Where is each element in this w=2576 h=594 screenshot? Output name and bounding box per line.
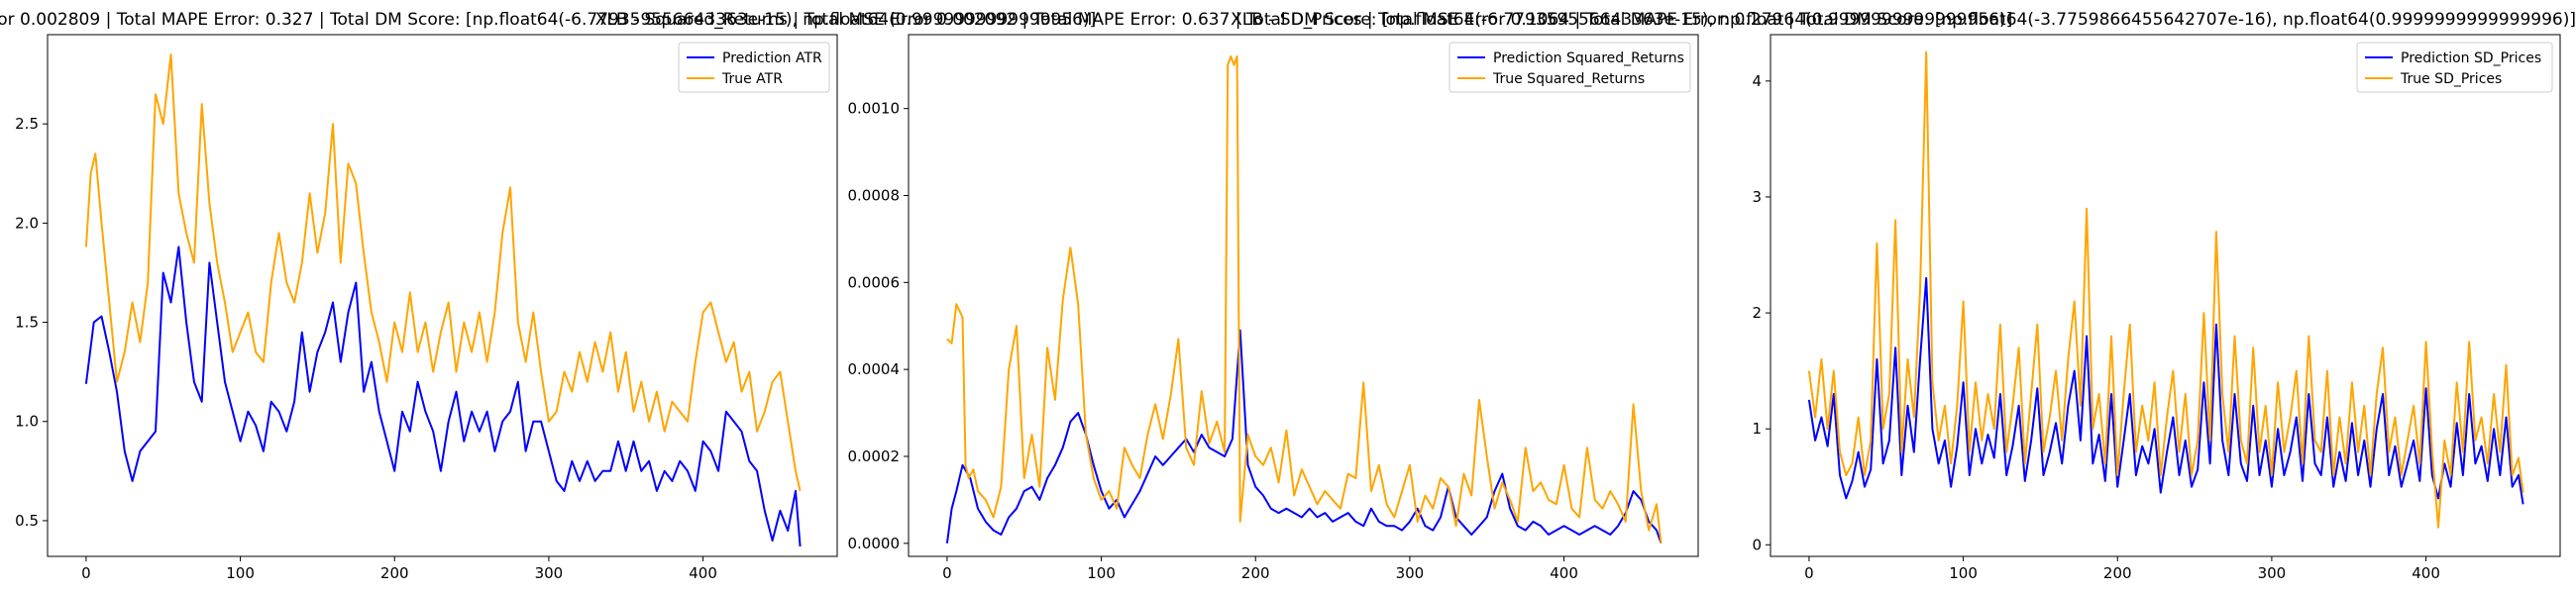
legend-label: Prediction ATR bbox=[722, 50, 822, 66]
plot-frame bbox=[47, 34, 838, 557]
x-tick-label: 0 bbox=[81, 564, 91, 582]
x-tick-label: 0 bbox=[1804, 564, 1814, 582]
x-tick-label: 300 bbox=[2258, 564, 2287, 582]
chart-panel-3: XLB - SD_Prices | Total MSE Error 0.1064… bbox=[1231, 10, 2576, 582]
legend: Prediction SD_Prices True SD_Prices bbox=[2356, 42, 2553, 93]
x-tick-label: 300 bbox=[1396, 564, 1425, 582]
legend-label: True ATR bbox=[721, 71, 783, 87]
series-line-true bbox=[84, 53, 802, 492]
chart-title: XLB - SD_Prices | Total MSE Error 0.1064… bbox=[1231, 10, 2576, 30]
legend-box bbox=[678, 42, 830, 93]
legend-label: True SD_Prices bbox=[2400, 71, 2502, 87]
chart-title: XLB - Squared_Returns | Total MSE Error … bbox=[595, 10, 2012, 30]
chart-title: XLB - ATR | Total MSE Error 0.002809 | T… bbox=[0, 10, 1096, 30]
y-tick-label: 0.0006 bbox=[848, 273, 901, 291]
x-tick-label: 200 bbox=[2103, 564, 2132, 582]
x-tick-label: 200 bbox=[380, 564, 409, 582]
y-tick-label: 1.0 bbox=[15, 413, 39, 431]
chart-panel-2: XLB - Squared_Returns | Total MSE Error … bbox=[595, 10, 2012, 582]
series-line-prediction bbox=[84, 246, 802, 547]
y-tick-label: 3 bbox=[1752, 188, 1762, 206]
x-tick-label: 100 bbox=[226, 564, 255, 582]
x-tick-label: 100 bbox=[1087, 564, 1116, 582]
y-tick-label: 0.0008 bbox=[848, 186, 901, 204]
y-tick-label: 0.5 bbox=[15, 512, 39, 530]
series-line-true bbox=[1807, 50, 2524, 529]
plot-frame bbox=[1770, 34, 2561, 557]
y-tick-label: 1 bbox=[1752, 420, 1762, 438]
legend-label: Prediction SD_Prices bbox=[2401, 50, 2541, 66]
y-tick-label: 1.5 bbox=[15, 314, 39, 332]
y-tick-label: 2 bbox=[1752, 304, 1762, 322]
series-line-true bbox=[946, 55, 1663, 544]
y-tick-label: 0.0000 bbox=[848, 535, 901, 552]
legend-label: Prediction Squared_Returns bbox=[1493, 50, 1684, 66]
legend-box bbox=[1449, 42, 1691, 93]
series-line-prediction bbox=[945, 329, 1663, 544]
y-tick-label: 2.5 bbox=[15, 115, 39, 133]
x-tick-label: 200 bbox=[1241, 564, 1270, 582]
series-line-prediction bbox=[1807, 276, 2524, 505]
x-tick-label: 100 bbox=[1949, 564, 1978, 582]
legend: Prediction Squared_Returns True Squared_R… bbox=[1449, 42, 1691, 93]
chart-panel-1: XLB - ATR | Total MSE Error 0.002809 | T… bbox=[0, 10, 1096, 582]
legend: Prediction ATR True ATR bbox=[678, 42, 830, 93]
plot-frame bbox=[908, 34, 1699, 557]
x-tick-label: 400 bbox=[1550, 564, 1578, 582]
y-tick-label: 0 bbox=[1752, 536, 1762, 553]
x-tick-label: 400 bbox=[2412, 564, 2440, 582]
legend-label: True Squared_Returns bbox=[1492, 71, 1645, 87]
legend-box bbox=[2356, 42, 2553, 93]
x-tick-label: 300 bbox=[535, 564, 564, 582]
y-tick-label: 0.0002 bbox=[848, 447, 901, 465]
y-tick-label: 0.0004 bbox=[848, 360, 901, 378]
x-tick-label: 0 bbox=[942, 564, 952, 582]
y-tick-label: 4 bbox=[1752, 72, 1762, 90]
x-tick-label: 400 bbox=[689, 564, 717, 582]
y-tick-label: 2.0 bbox=[15, 214, 39, 232]
y-tick-label: 0.0010 bbox=[848, 100, 901, 118]
